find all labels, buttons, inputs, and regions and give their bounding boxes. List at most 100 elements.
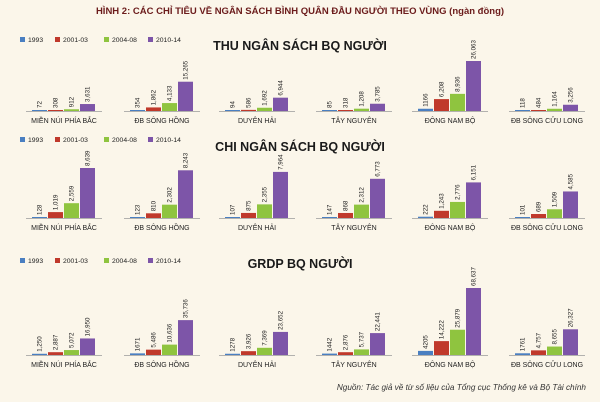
bar xyxy=(338,352,353,355)
bar xyxy=(162,103,177,111)
chart-title: GRDP BQ NGƯỜI xyxy=(248,256,353,271)
legend-label-2004-08: 2004-08 xyxy=(112,258,137,265)
data-label: 868 xyxy=(343,200,350,211)
data-label: 4,585 xyxy=(568,173,575,189)
legend-label-1993: 1993 xyxy=(28,37,43,44)
bar xyxy=(466,61,481,111)
legend-label-2004-08: 2004-08 xyxy=(112,137,137,144)
legend-swatch-2001-03 xyxy=(55,37,60,42)
data-label: 912 xyxy=(69,96,76,107)
bar xyxy=(80,338,95,355)
data-label: 689 xyxy=(536,201,543,212)
bar xyxy=(225,353,240,355)
bar xyxy=(225,217,240,218)
data-label: 1,692 xyxy=(262,90,269,106)
bar xyxy=(32,217,47,218)
data-label: 8,655 xyxy=(552,329,559,345)
bar xyxy=(146,107,161,111)
bar xyxy=(370,333,385,355)
data-label: 2,876 xyxy=(343,334,350,350)
bar xyxy=(178,320,193,355)
data-label: 35,736 xyxy=(183,299,190,318)
bar xyxy=(162,344,177,355)
category-label: MIỀN NÚI PHÍA BẮC xyxy=(31,115,97,125)
bar xyxy=(273,171,288,218)
data-label: 7,369 xyxy=(262,330,269,346)
bar xyxy=(338,212,353,218)
legend-label-2010-14: 2010-14 xyxy=(156,258,181,265)
bar xyxy=(531,350,546,355)
legend-swatch-2010-14 xyxy=(148,137,153,142)
bar xyxy=(80,168,95,218)
data-label: 3,631 xyxy=(85,86,92,102)
data-label: 1,509 xyxy=(552,191,559,207)
bar xyxy=(241,109,256,111)
data-label: 8,936 xyxy=(455,76,462,92)
category-label: MIỀN NÚI PHÍA BẮC xyxy=(31,222,97,232)
data-label: 6,151 xyxy=(471,164,478,180)
category-label: TÂY NGUYÊN xyxy=(331,116,376,125)
data-label: 147 xyxy=(327,204,334,215)
bar xyxy=(434,99,449,111)
bar xyxy=(257,347,272,355)
data-label: 2,559 xyxy=(69,185,76,201)
data-label: 1278 xyxy=(230,337,237,351)
bar xyxy=(531,110,546,111)
data-label: 5,486 xyxy=(151,332,158,348)
category-label: ĐB SÔNG CỬU LONG xyxy=(511,223,583,232)
data-label: 25,879 xyxy=(455,308,462,327)
bar xyxy=(146,349,161,355)
chart-panel-1: THU NGÂN SÁCH BQ NGƯỜI 1993 2001-03 2004-08… xyxy=(20,37,585,125)
data-label: 2,887 xyxy=(53,334,60,350)
category-label: ĐB SÔNG HỒNG xyxy=(134,222,189,232)
data-label: 484 xyxy=(536,97,543,108)
data-label: 3,785 xyxy=(375,86,382,102)
category-label: DUYÊN HẢI xyxy=(238,360,276,369)
data-label: 1,243 xyxy=(439,193,446,209)
data-label: 123 xyxy=(135,204,142,215)
data-label: 85 xyxy=(327,101,334,108)
category-label: TÂY NGUYÊN xyxy=(331,360,376,369)
data-label: 6,773 xyxy=(375,161,382,177)
bar xyxy=(32,353,47,355)
legend-label-1993: 1993 xyxy=(28,258,43,265)
bar xyxy=(178,170,193,218)
data-label: 128 xyxy=(37,204,44,215)
bar xyxy=(48,110,63,111)
bar xyxy=(418,108,433,111)
chart-title: CHI NGÂN SÁCH BQ NGƯỜI xyxy=(215,139,385,154)
data-label: 22,441 xyxy=(375,312,382,331)
data-label: 1,862 xyxy=(151,89,158,105)
bar xyxy=(64,109,79,111)
data-label: 5,072 xyxy=(69,332,76,348)
data-label: 72 xyxy=(37,101,44,108)
legend-label-2004-08: 2004-08 xyxy=(112,37,137,44)
data-label: 4,757 xyxy=(536,332,543,348)
bar xyxy=(257,204,272,218)
data-label: 16,950 xyxy=(85,317,92,336)
bar xyxy=(370,178,385,218)
bar xyxy=(322,110,337,111)
legend-label-2010-14: 2010-14 xyxy=(156,137,181,144)
legend-label-2001-03: 2001-03 xyxy=(63,37,88,44)
bar xyxy=(48,352,63,355)
data-label: 6,944 xyxy=(278,80,285,96)
bar xyxy=(338,110,353,111)
bar xyxy=(547,209,562,218)
legend-label-1993: 1993 xyxy=(28,137,43,144)
legend-swatch-2001-03 xyxy=(55,258,60,263)
chart-panel-3: GRDP BQ NGƯỜI 1993 2001-03 2004-08 2010-14 1,… xyxy=(20,256,585,369)
bar xyxy=(225,110,240,111)
data-label: 875 xyxy=(246,200,253,211)
data-label: 2,302 xyxy=(167,187,174,203)
legend-swatch-2004-08 xyxy=(104,37,109,42)
bar xyxy=(547,346,562,355)
data-label: 1761 xyxy=(520,337,527,351)
category-label: ĐB SÔNG CỬU LONG xyxy=(511,360,583,369)
bar xyxy=(322,217,337,218)
data-label: 1,250 xyxy=(37,336,44,352)
data-label: 1442 xyxy=(327,337,334,351)
bar xyxy=(178,81,193,111)
bar xyxy=(515,353,530,355)
category-label: ĐÔNG NAM BỘ xyxy=(425,116,476,125)
